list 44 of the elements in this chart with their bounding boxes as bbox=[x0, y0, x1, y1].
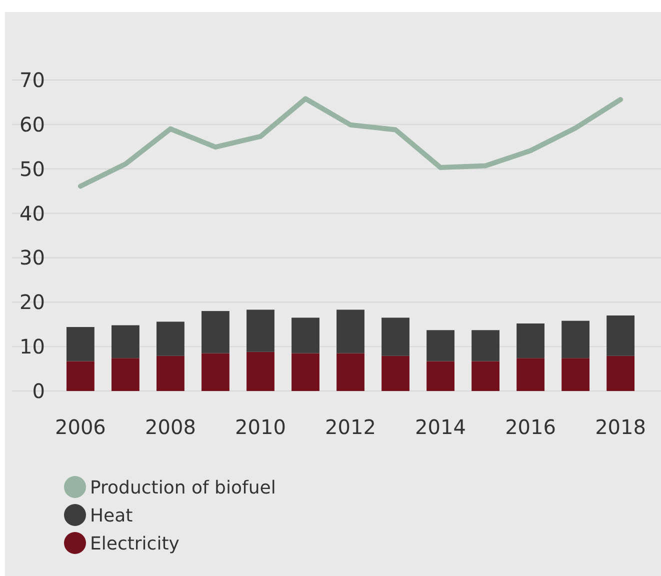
bar bbox=[156, 356, 184, 391]
x-tick-label: 2012 bbox=[325, 415, 376, 439]
y-tick-label: 70 bbox=[20, 68, 45, 92]
bar bbox=[292, 353, 320, 391]
bar bbox=[562, 320, 590, 358]
x-tick-label: 2008 bbox=[145, 415, 196, 439]
bar bbox=[426, 361, 454, 391]
y-tick-label: 30 bbox=[20, 246, 45, 270]
bar bbox=[336, 310, 364, 354]
x-tick-label: 2006 bbox=[55, 415, 106, 439]
bar bbox=[606, 315, 634, 356]
bar bbox=[472, 361, 500, 391]
y-tick-label: 10 bbox=[20, 334, 45, 359]
legend-label: Electricity bbox=[90, 533, 180, 554]
y-tick-label: 50 bbox=[20, 156, 45, 181]
bar bbox=[202, 353, 230, 391]
bar bbox=[472, 330, 500, 362]
bar bbox=[202, 311, 230, 354]
bar bbox=[336, 353, 364, 391]
y-tick-label: 20 bbox=[20, 290, 45, 314]
bar bbox=[66, 327, 94, 362]
bar bbox=[246, 310, 274, 352]
bar bbox=[156, 322, 184, 356]
bar bbox=[516, 323, 544, 358]
bar bbox=[112, 325, 140, 358]
bar bbox=[382, 318, 410, 356]
legend-label: Production of biofuel bbox=[90, 477, 276, 498]
x-tick-label: 2014 bbox=[415, 415, 466, 439]
bar bbox=[562, 358, 590, 391]
legend-label: Heat bbox=[90, 505, 133, 526]
bar bbox=[292, 318, 320, 354]
x-tick-label: 2010 bbox=[235, 415, 286, 439]
bar bbox=[382, 356, 410, 391]
bar bbox=[516, 358, 544, 391]
bar bbox=[426, 330, 454, 362]
y-tick-label: 40 bbox=[20, 201, 45, 226]
y-tick-label: 0 bbox=[32, 379, 45, 403]
x-tick-label: 2016 bbox=[505, 415, 556, 439]
bar bbox=[112, 358, 140, 391]
x-tick-label: 2018 bbox=[595, 415, 646, 439]
bar bbox=[246, 352, 274, 391]
y-tick-label: 60 bbox=[20, 112, 45, 136]
bar bbox=[66, 361, 94, 391]
bar bbox=[606, 356, 634, 391]
